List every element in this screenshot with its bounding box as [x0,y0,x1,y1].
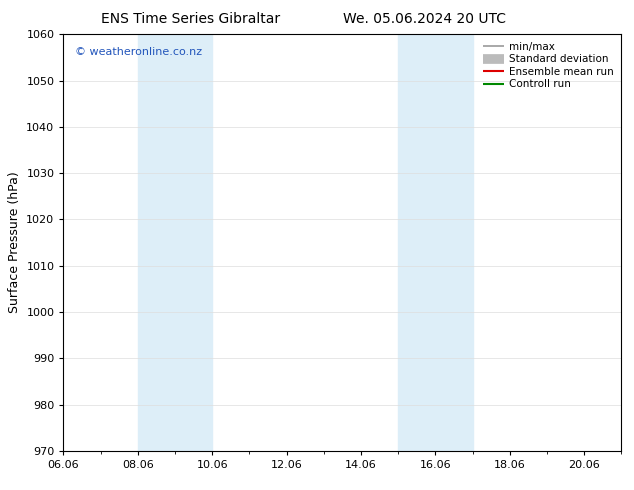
Bar [398,34,472,451]
Y-axis label: Surface Pressure (hPa): Surface Pressure (hPa) [8,172,21,314]
Legend: min/max, Standard deviation, Ensemble mean run, Controll run: min/max, Standard deviation, Ensemble me… [481,40,616,92]
Text: © weatheronline.co.nz: © weatheronline.co.nz [75,47,202,57]
Text: ENS Time Series Gibraltar: ENS Time Series Gibraltar [101,12,280,26]
Bar [138,34,212,451]
Text: We. 05.06.2024 20 UTC: We. 05.06.2024 20 UTC [343,12,507,26]
